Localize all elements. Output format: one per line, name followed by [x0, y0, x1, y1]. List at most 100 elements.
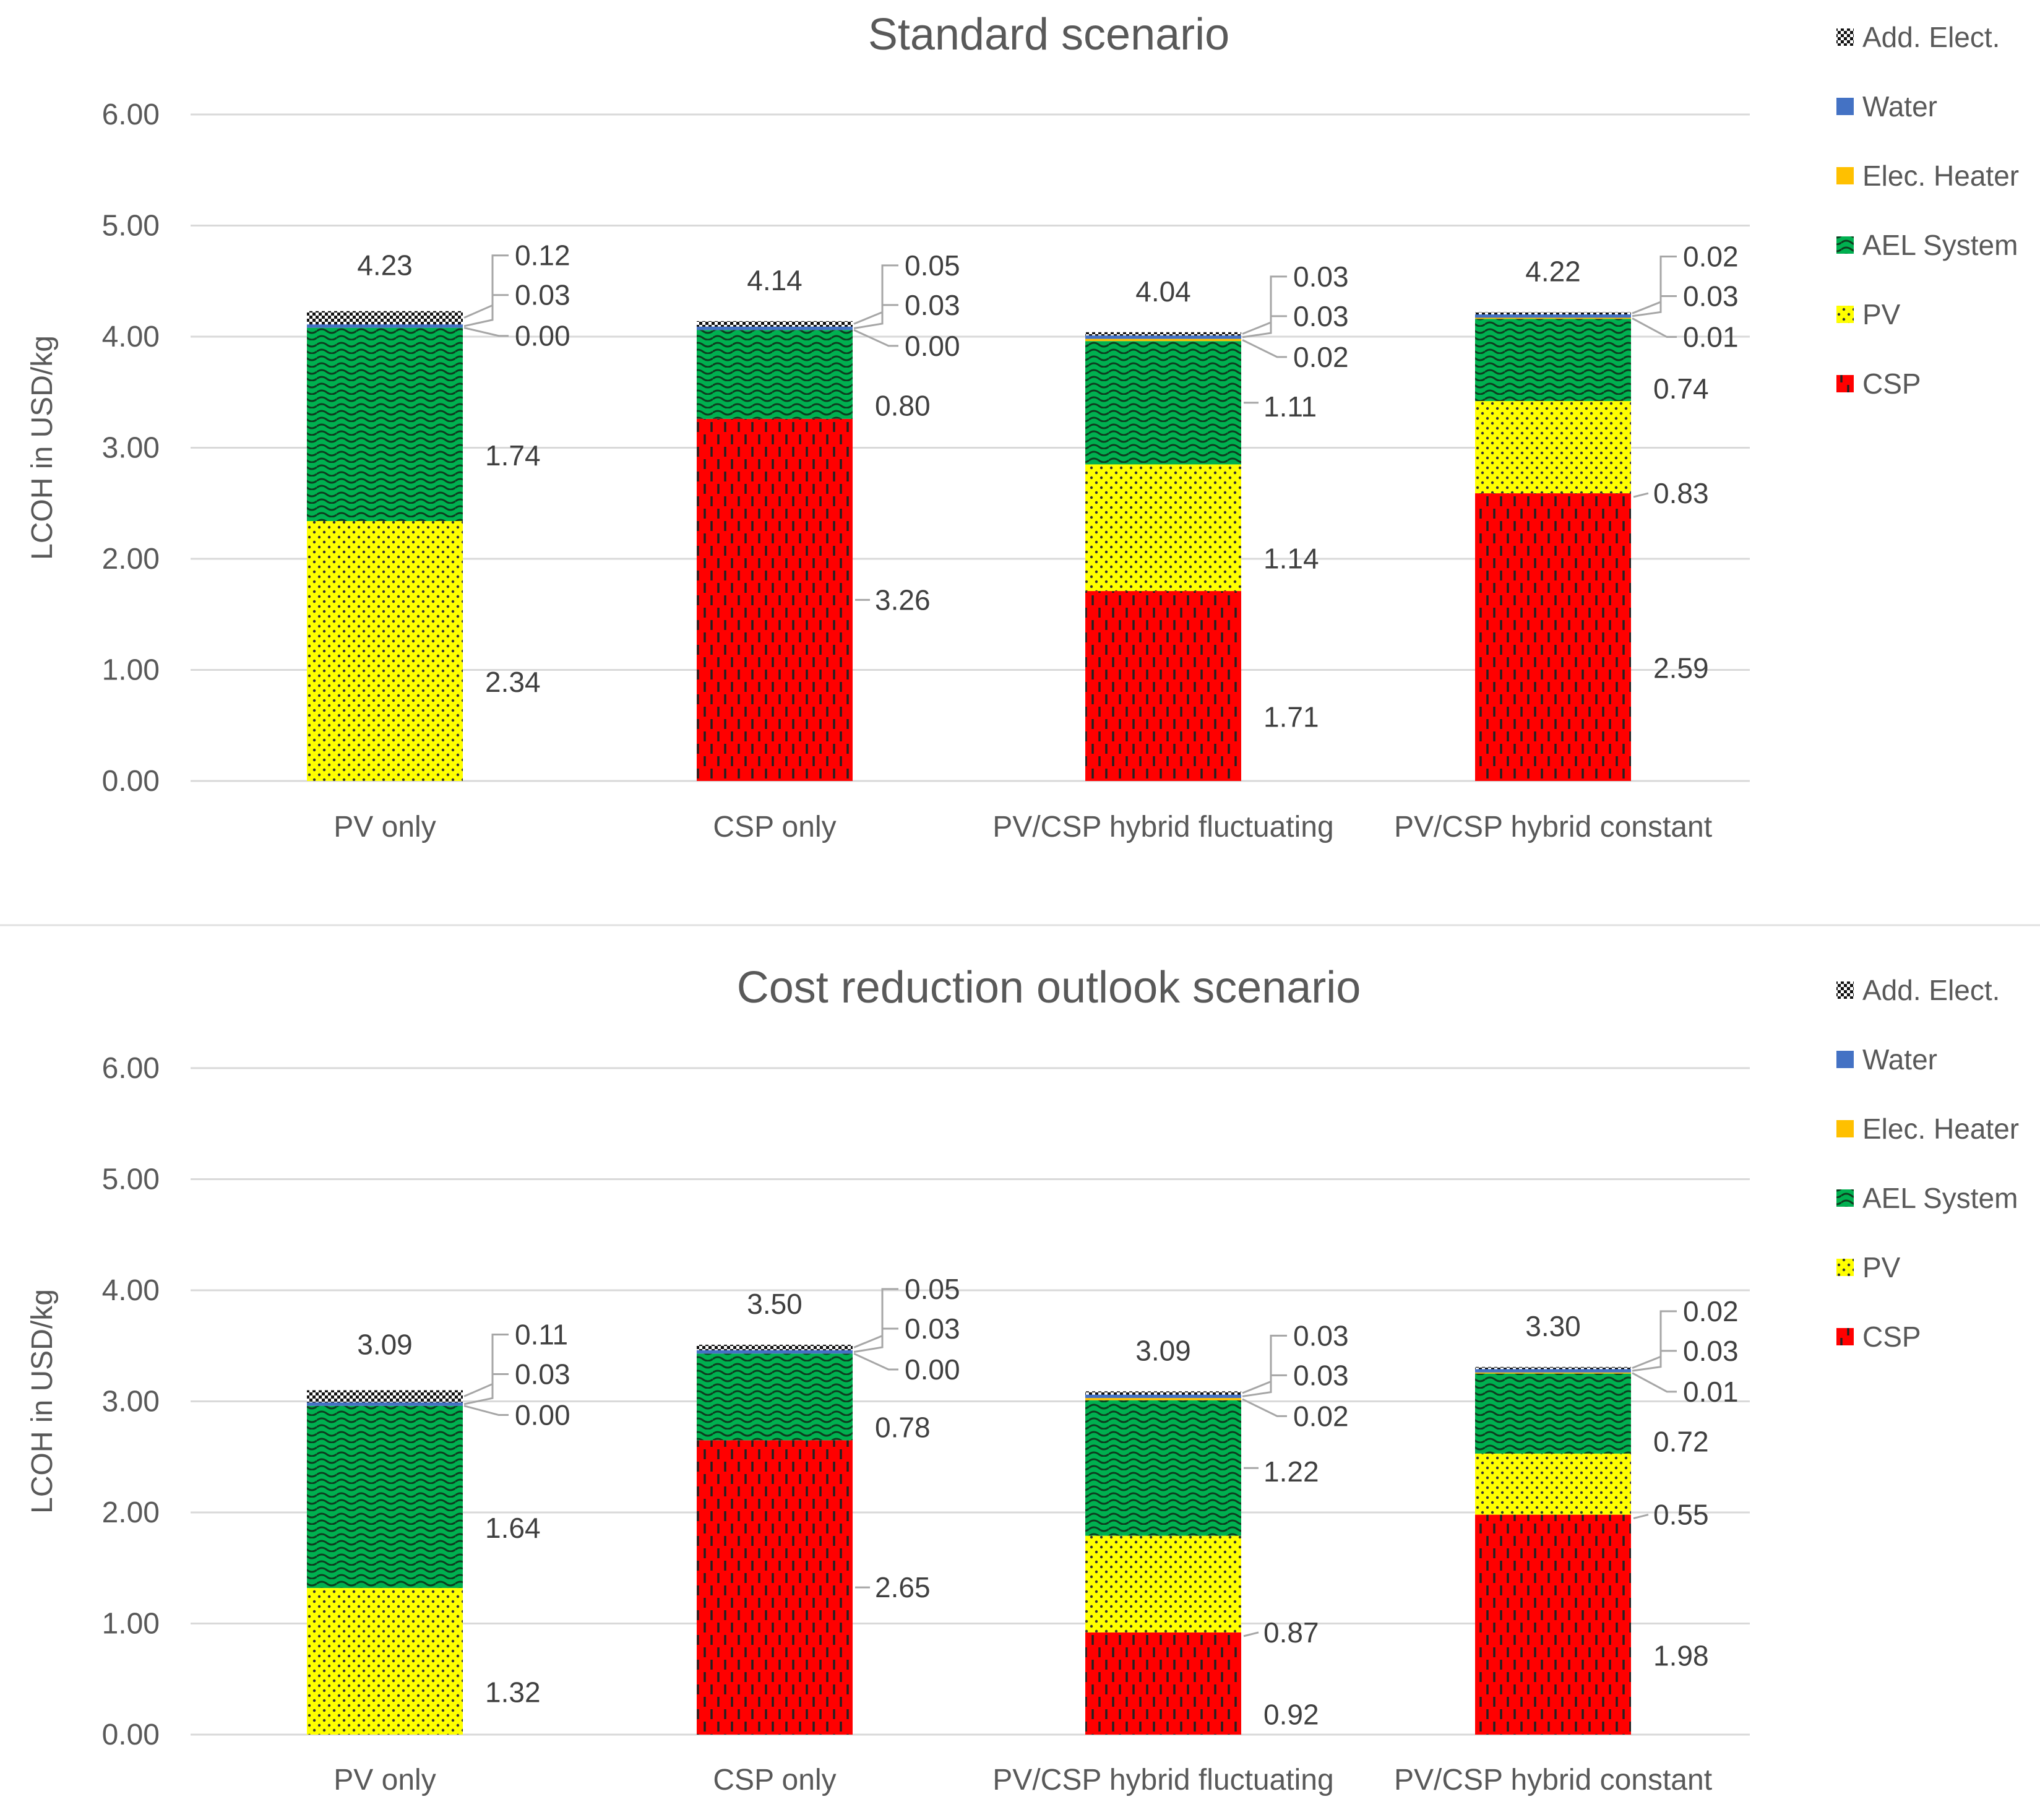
legend-label-add-elect: Add. Elect. — [1862, 21, 2000, 53]
data-label-elec-heater: 0.00 — [515, 1399, 570, 1431]
bar-segment-pv — [1475, 401, 1631, 494]
data-label-ael-system: 1.74 — [485, 439, 541, 472]
label-leader-line — [463, 1334, 509, 1397]
total-label: 3.50 — [747, 1288, 803, 1320]
bar-segment-pv — [307, 1588, 463, 1735]
data-label-water: 0.03 — [515, 279, 570, 311]
data-label-add-elect: 0.02 — [1683, 241, 1739, 273]
label-leader-line — [1243, 1631, 1259, 1637]
bar-segment-pv — [307, 520, 463, 781]
data-label-water: 0.03 — [905, 289, 960, 321]
data-label-elec-heater: 0.00 — [905, 330, 960, 362]
x-tick-label: PV/CSP hybrid fluctuating — [992, 811, 1333, 843]
y-axis-label: LCOH in USD/kg — [26, 1289, 59, 1514]
y-tick-label: 1.00 — [102, 654, 160, 687]
y-tick-label: 4.00 — [102, 1274, 160, 1307]
data-label-add-elect: 0.02 — [1683, 1295, 1739, 1327]
bar-segment-pv — [1085, 464, 1241, 592]
data-label-water: 0.03 — [1293, 1359, 1349, 1391]
bar-segment-csp — [1085, 1632, 1241, 1735]
label-leader-line — [463, 294, 509, 327]
square-swatch-icon — [1836, 1051, 1854, 1068]
legend-label-ael-system: AEL System — [1862, 1182, 2018, 1214]
label-leader-line — [853, 1288, 898, 1348]
legend-label-csp: CSP — [1862, 368, 1921, 400]
data-label-add-elect: 0.11 — [515, 1319, 568, 1351]
bar-segment-add-elect — [697, 1344, 853, 1350]
data-label-csp: 3.26 — [875, 584, 931, 616]
bar-segment-elec-heater — [1475, 1372, 1631, 1374]
data-label-water: 0.03 — [1683, 280, 1739, 313]
legend-label-ael-system: AEL System — [1862, 229, 2018, 261]
legend-label-water: Water — [1862, 1043, 1937, 1076]
label-leader-line — [1242, 1398, 1287, 1417]
y-tick-label: 6.00 — [102, 1052, 160, 1085]
data-label-elec-heater: 0.01 — [1683, 321, 1739, 353]
data-label-add-elect: 0.05 — [905, 249, 960, 282]
legend-label-csp: CSP — [1862, 1321, 1921, 1353]
bar-segment-ael-system — [307, 327, 463, 521]
total-label: 4.22 — [1525, 256, 1581, 288]
label-leader-line — [463, 1373, 509, 1405]
label-leader-line — [1242, 1334, 1287, 1394]
chart-panel-cost-reduction: Cost reduction outlook scenario 0.00 1.00 2… — [26, 963, 2019, 1796]
y-axis-label: LCOH in USD/kg — [26, 335, 59, 560]
label-leader-line — [1633, 1514, 1649, 1520]
label-leader-line — [1242, 315, 1287, 339]
data-label-ael-system: 1.22 — [1263, 1456, 1319, 1488]
bar-segment-elec-heater — [1085, 339, 1241, 342]
dot-swatch-icon — [1836, 1259, 1854, 1276]
wave-swatch-icon — [1836, 236, 1854, 254]
y-tick-label: 4.00 — [102, 321, 160, 353]
data-label-ael-system: 0.80 — [875, 389, 931, 421]
dash-swatch-icon — [1836, 375, 1854, 392]
square-swatch-icon — [1836, 1120, 1854, 1137]
label-leader-line — [1632, 295, 1677, 317]
data-label-csp: 0.92 — [1263, 1698, 1319, 1730]
data-label-csp: 1.98 — [1653, 1639, 1709, 1671]
data-label-pv: 0.87 — [1263, 1616, 1319, 1649]
y-tick-label: 3.00 — [102, 432, 160, 465]
bar-segment-add-elect — [1475, 312, 1631, 315]
bar-segment-csp — [697, 418, 853, 781]
label-leader-line — [853, 1352, 898, 1371]
bar-segment-elec-heater — [1085, 1398, 1241, 1400]
data-label-ael-system: 0.78 — [875, 1411, 931, 1443]
bar-segment-ael-system — [697, 1353, 853, 1441]
bar-segment-water — [697, 325, 853, 330]
legend-label-add-elect: Add. Elect. — [1862, 974, 2000, 1006]
wave-swatch-icon — [1836, 1189, 1854, 1207]
data-label-ael-system: 1.64 — [485, 1512, 541, 1544]
legend-label-water: Water — [1862, 90, 1937, 123]
bar-segment-add-elect — [1475, 1366, 1631, 1369]
total-label: 3.09 — [1135, 1334, 1191, 1366]
bar-segment-pv — [1085, 1535, 1241, 1632]
y-tick-label: 0.00 — [102, 1719, 160, 1751]
legend-label-pv: PV — [1862, 1251, 1901, 1283]
x-tick-label: CSP only — [713, 1764, 836, 1796]
bar-segment-ael-system — [307, 1405, 463, 1589]
label-leader-line — [1633, 492, 1649, 498]
label-leader-line — [1632, 256, 1677, 314]
label-leader-line — [853, 304, 898, 330]
data-label-pv: 0.55 — [1653, 1499, 1709, 1531]
bar-segment-ael-system — [1475, 1373, 1631, 1454]
bar-segment-water — [1085, 334, 1241, 339]
data-label-ael-system: 1.11 — [1263, 390, 1317, 423]
square-swatch-icon — [1836, 167, 1854, 184]
data-label-csp: 2.59 — [1653, 652, 1709, 684]
y-tick-label: 3.00 — [102, 1386, 160, 1418]
data-label-water: 0.03 — [1683, 1335, 1739, 1367]
data-label-pv: 0.83 — [1653, 477, 1709, 509]
data-label-elec-heater: 0.00 — [905, 1353, 960, 1386]
x-tick-label: PV/CSP hybrid constant — [1394, 811, 1712, 843]
data-label-csp: 1.71 — [1263, 701, 1319, 733]
bar-segment-add-elect — [1085, 332, 1241, 336]
checker-swatch-icon — [1836, 28, 1854, 46]
legend-label-elec-heater: Elec. Heater — [1862, 160, 2019, 192]
x-tick-label: PV only — [334, 1764, 436, 1796]
y-tick-label: 6.00 — [102, 98, 160, 131]
square-swatch-icon — [1836, 98, 1854, 115]
